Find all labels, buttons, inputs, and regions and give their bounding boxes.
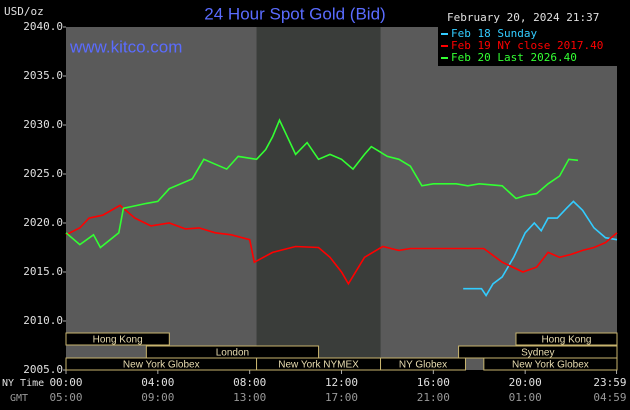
x2-tick-label: 21:00 bbox=[417, 391, 450, 404]
session-label: New York Globex bbox=[512, 360, 589, 371]
x2-tick-label: 01:00 bbox=[509, 391, 542, 404]
session-bar bbox=[380, 357, 466, 371]
legend-box bbox=[438, 26, 618, 66]
session-label: Hong Kong bbox=[93, 335, 143, 346]
x2-tick-label: 04:59 bbox=[593, 391, 626, 404]
x2-tick-label: 13:00 bbox=[233, 391, 266, 404]
x2-tick-label: 05:00 bbox=[49, 391, 82, 404]
x-tick-label: 08:00 bbox=[233, 376, 266, 389]
x-tick-label: 12:00 bbox=[325, 376, 358, 389]
timestamp: February 20, 2024 21:37 bbox=[447, 11, 599, 24]
y-tick-label: 2040.0 bbox=[23, 20, 63, 33]
legend-label: Feb 18 Sunday bbox=[451, 27, 537, 40]
y-tick-label: 2030.0 bbox=[23, 118, 63, 131]
plot bbox=[65, 27, 618, 370]
y-tick-label: 2010.0 bbox=[23, 314, 63, 327]
session-label: New York Globex bbox=[123, 360, 200, 371]
x2-row-label: GMT bbox=[10, 393, 28, 404]
y-tick-label: 2025.0 bbox=[23, 167, 63, 180]
session-bar bbox=[515, 332, 618, 346]
session-label: New York NYMEX bbox=[278, 360, 359, 371]
x-row-label: NY Time bbox=[2, 378, 44, 389]
session-label: Hong Kong bbox=[541, 335, 591, 346]
y-axis-label: USD/oz bbox=[4, 5, 44, 18]
x-tick-label: 04:00 bbox=[141, 376, 174, 389]
y-tick-label: 2035.0 bbox=[23, 69, 63, 82]
session-label: Sydney bbox=[521, 348, 554, 359]
y-tick-label: 2015.0 bbox=[23, 265, 63, 278]
session-label: NY Globex bbox=[399, 360, 447, 371]
session-bar bbox=[65, 332, 170, 346]
x2-tick-label: 09:00 bbox=[141, 391, 174, 404]
x2-tick-label: 17:00 bbox=[325, 391, 358, 404]
y-tick-label: 2005.0 bbox=[23, 363, 63, 376]
chart-title: 24 Hour Spot Gold (Bid) bbox=[204, 4, 385, 23]
legend-label: Feb 20 Last 2026.40 bbox=[451, 51, 577, 64]
series-line bbox=[463, 200, 618, 297]
x-tick-label: 20:00 bbox=[509, 376, 542, 389]
x-tick-label: 16:00 bbox=[417, 376, 450, 389]
series-line bbox=[65, 204, 618, 286]
x-tick-label: 00:00 bbox=[49, 376, 82, 389]
watermark: www.kitco.com bbox=[69, 37, 182, 56]
legend-label: Feb 19 NY close 2017.40 bbox=[451, 39, 603, 52]
session-label: London bbox=[216, 348, 249, 359]
x-tick-label: 23:59 bbox=[593, 376, 626, 389]
session-bar bbox=[483, 357, 618, 371]
series-line bbox=[65, 118, 579, 249]
y-tick-label: 2020.0 bbox=[23, 216, 63, 229]
shaded-region bbox=[256, 27, 381, 370]
